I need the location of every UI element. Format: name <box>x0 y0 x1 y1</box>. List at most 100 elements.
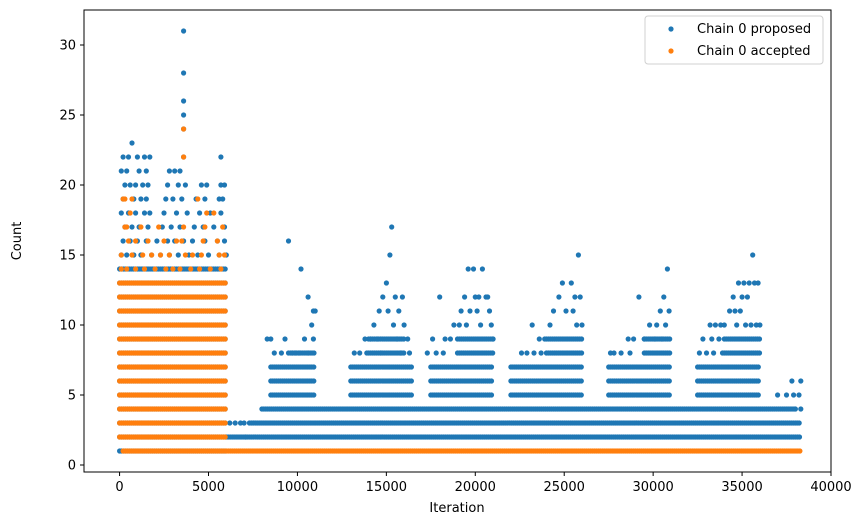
data-point <box>161 210 167 216</box>
data-point <box>222 392 228 398</box>
data-point <box>442 336 448 342</box>
x-tick-label: 40000 <box>810 480 851 495</box>
data-point <box>197 210 203 216</box>
data-point <box>129 196 135 202</box>
data-point <box>159 224 165 230</box>
data-point <box>211 224 217 230</box>
data-point <box>796 392 802 398</box>
data-point <box>357 350 363 356</box>
data-point <box>757 322 763 328</box>
data-point <box>145 182 151 188</box>
y-tick-label: 5 <box>68 389 76 404</box>
data-point <box>408 364 414 370</box>
data-point <box>798 406 804 412</box>
data-point <box>465 266 471 272</box>
legend-marker-accepted <box>668 48 674 54</box>
data-point <box>792 406 799 412</box>
data-point <box>607 350 614 356</box>
data-point <box>712 322 719 328</box>
data-point <box>750 252 756 258</box>
x-tick-label: 30000 <box>632 480 673 495</box>
data-point <box>129 224 135 230</box>
data-point <box>118 266 124 272</box>
data-point <box>488 322 494 328</box>
data-point <box>531 350 537 356</box>
data-point <box>575 252 582 258</box>
data-point <box>570 308 576 314</box>
data-point <box>218 210 224 216</box>
data-point <box>189 252 196 258</box>
data-point <box>179 238 185 244</box>
data-point <box>138 224 144 230</box>
data-point <box>296 350 302 356</box>
data-point <box>389 224 395 230</box>
data-point <box>458 308 464 314</box>
data-point <box>285 238 292 244</box>
data-point <box>783 392 790 398</box>
data-point <box>145 224 151 230</box>
data-point <box>559 280 566 286</box>
data-point <box>351 350 357 356</box>
data-point <box>641 336 647 342</box>
data-point <box>666 364 672 370</box>
data-point <box>364 350 370 356</box>
data-point <box>175 252 181 258</box>
data-point <box>735 280 742 286</box>
data-point <box>170 196 176 202</box>
data-point <box>152 266 158 272</box>
data-point <box>191 224 197 230</box>
data-point <box>120 238 126 244</box>
data-point <box>367 336 373 342</box>
data-point <box>618 350 624 356</box>
data-point <box>572 294 578 300</box>
data-point <box>380 294 386 300</box>
data-point <box>703 350 710 356</box>
data-point <box>746 280 752 286</box>
data-point <box>563 308 569 314</box>
data-point <box>755 392 761 398</box>
data-point <box>278 350 284 356</box>
data-point <box>177 168 183 174</box>
data-point <box>197 266 203 272</box>
data-point <box>789 378 795 384</box>
data-point <box>696 350 703 356</box>
x-tick-label: 5000 <box>192 480 225 495</box>
data-point <box>437 294 443 300</box>
data-point <box>127 210 133 216</box>
data-point <box>218 182 224 188</box>
data-point <box>182 252 188 258</box>
data-point <box>216 252 222 258</box>
data-point <box>627 350 633 356</box>
data-point <box>796 420 802 426</box>
data-point <box>165 238 171 244</box>
data-point <box>578 364 584 370</box>
data-point <box>467 308 473 314</box>
data-point <box>118 168 124 174</box>
x-axis-ticks: 0 5000 10000 15000 20000 25000 30000 35000 40000 <box>115 472 852 495</box>
points-layer <box>117 28 804 454</box>
data-point <box>145 238 151 244</box>
data-point <box>200 238 206 244</box>
data-point <box>175 182 181 188</box>
data-point <box>222 322 228 328</box>
data-point <box>140 252 146 258</box>
data-point <box>741 280 747 286</box>
data-point <box>172 168 178 174</box>
data-point <box>124 252 130 258</box>
data-point <box>311 350 317 356</box>
data-point <box>666 378 672 384</box>
data-point <box>222 350 228 356</box>
data-point <box>657 308 663 314</box>
data-point <box>578 392 584 398</box>
data-point <box>716 336 722 342</box>
data-point <box>488 392 495 398</box>
data-point <box>433 350 439 356</box>
data-point <box>264 336 270 342</box>
data-point <box>301 336 308 342</box>
data-point <box>181 126 187 132</box>
data-point <box>371 322 377 328</box>
data-point <box>406 350 413 356</box>
data-point <box>222 364 228 370</box>
data-point <box>550 308 557 314</box>
data-point <box>205 252 212 258</box>
